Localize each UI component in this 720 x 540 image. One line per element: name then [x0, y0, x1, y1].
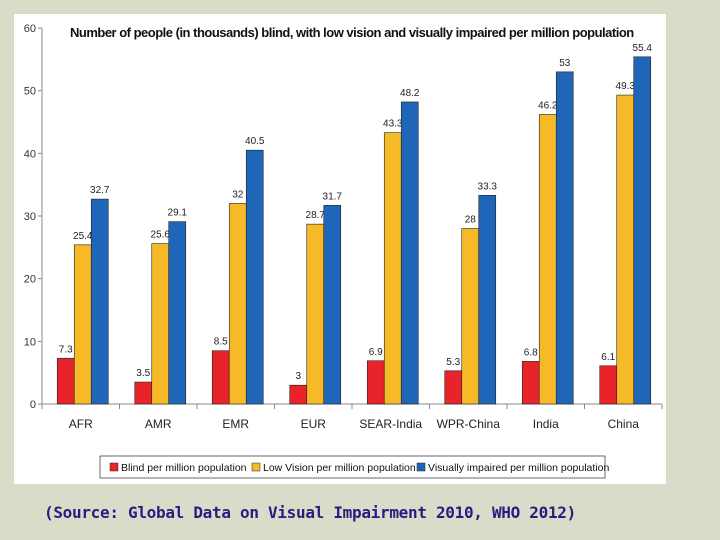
- chart-panel: Number of people (in thousands) blind, w…: [14, 14, 666, 484]
- legend-swatch: [416, 462, 426, 472]
- bar-chart: Number of people (in thousands) blind, w…: [24, 23, 663, 479]
- data-label: 53: [559, 58, 571, 69]
- data-label: 28: [465, 215, 477, 226]
- data-label: 25.6: [151, 230, 171, 241]
- chart-axes: 0 10 20 30 40 50 60 AFR AMR EMR EUR SEAR-India WPR-C…: [24, 23, 663, 431]
- bar: [323, 205, 342, 405]
- data-label: 8.5: [214, 337, 228, 348]
- y-tick-label: 40: [24, 148, 36, 160]
- chart-bars: 7.3 25.4 32.7 3.5 25.6 29.1 8.5 32 40.5 3 28.7 31.7…: [56, 43, 653, 405]
- x-tick-label: AFR: [69, 417, 93, 431]
- bar: [228, 203, 247, 405]
- bar: [366, 360, 385, 405]
- data-label: 32: [232, 189, 244, 200]
- bar: [289, 384, 308, 405]
- y-tick-label: 20: [24, 274, 36, 286]
- y-tick-label: 30: [24, 211, 36, 223]
- data-label: 33.3: [478, 181, 498, 192]
- legend-label: Blind per million population: [121, 462, 247, 474]
- data-label: 31.7: [323, 191, 343, 202]
- y-tick-label: 60: [24, 23, 36, 35]
- legend-box: [99, 455, 606, 479]
- data-label: 6.8: [524, 347, 538, 358]
- data-label: 6.1: [601, 352, 615, 363]
- bar: [521, 361, 540, 405]
- bar: [211, 350, 230, 405]
- data-label: 32.7: [90, 185, 110, 196]
- legend-swatch: [251, 462, 261, 472]
- x-tick-label: AMR: [145, 417, 172, 431]
- bar: [555, 71, 574, 405]
- bar: [168, 221, 187, 405]
- x-tick-label: WPR-China: [437, 417, 501, 431]
- data-label: 25.4: [73, 231, 93, 242]
- bar: [306, 223, 325, 405]
- legend-label: Visually impaired per million population: [428, 462, 609, 474]
- bar: [134, 381, 153, 405]
- data-label: 55.4: [633, 43, 653, 54]
- data-label: 29.1: [168, 208, 188, 219]
- y-tick-label: 10: [24, 336, 36, 348]
- x-tick-label: SEAR-India: [359, 417, 422, 431]
- data-label: 3: [295, 371, 301, 382]
- bar: [56, 357, 75, 405]
- data-label: 49.3: [616, 81, 636, 92]
- data-label: 7.3: [59, 344, 73, 355]
- data-label: 43.3: [383, 119, 403, 130]
- bar: [245, 149, 264, 405]
- chart-legend: Blind per million population Low Vision p…: [99, 455, 609, 479]
- legend-swatch: [109, 462, 119, 472]
- bar: [599, 365, 618, 405]
- bar: [383, 132, 402, 405]
- x-tick-label: EUR: [301, 417, 327, 431]
- source-note: (Source: Global Data on Visual Impairmen…: [44, 503, 576, 522]
- x-tick-label: China: [608, 417, 640, 431]
- bar: [90, 198, 109, 405]
- data-label: 28.7: [306, 210, 326, 221]
- y-tick-label: 0: [30, 399, 36, 411]
- bar: [73, 244, 92, 405]
- x-tick-label: EMR: [222, 417, 249, 431]
- data-label: 5.3: [446, 357, 460, 368]
- bar: [478, 195, 497, 405]
- chart-title: Number of people (in thousands) blind, w…: [70, 25, 634, 40]
- bar: [461, 228, 480, 405]
- data-label: 46.2: [538, 100, 558, 111]
- bar: [633, 56, 652, 405]
- bar: [616, 94, 635, 405]
- data-label: 48.2: [400, 88, 420, 99]
- legend-label: Low Vision per million population: [263, 462, 416, 474]
- data-label: 40.5: [245, 136, 265, 147]
- bar: [151, 243, 170, 405]
- y-tick-label: 50: [24, 86, 36, 98]
- bar: [538, 114, 557, 405]
- data-label: 3.5: [136, 368, 150, 379]
- bar: [444, 370, 463, 405]
- data-label: 6.9: [369, 347, 383, 358]
- bar: [400, 101, 419, 405]
- x-tick-label: India: [533, 417, 559, 431]
